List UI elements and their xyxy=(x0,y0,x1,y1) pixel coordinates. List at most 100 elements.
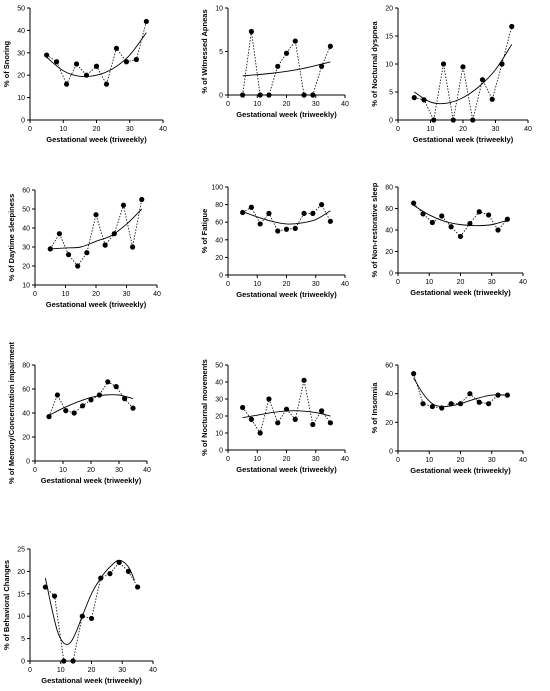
data-point xyxy=(266,92,272,98)
data-point xyxy=(54,59,60,65)
x-tick-label: 40 xyxy=(341,456,349,463)
series-dotted-line xyxy=(413,202,508,238)
x-tick-label: 30 xyxy=(126,126,134,133)
data-point xyxy=(476,399,482,405)
data-point xyxy=(421,97,427,103)
data-point xyxy=(467,391,473,397)
x-tick-label: 10 xyxy=(62,291,70,298)
y-tick-label: 60 xyxy=(385,206,393,213)
data-point xyxy=(275,420,281,426)
y-tick-label: 30 xyxy=(17,50,25,57)
x-tick-label: 10 xyxy=(253,101,261,108)
x-tick-label: 20 xyxy=(87,467,95,474)
data-point xyxy=(431,117,437,123)
x-tick-label: 30 xyxy=(123,291,131,298)
x-tick-label: 30 xyxy=(312,456,320,463)
data-point xyxy=(319,408,325,414)
data-point xyxy=(509,23,515,30)
x-axis-label: Gestational week (triweekly) xyxy=(410,288,511,297)
y-tick-label: 0 xyxy=(21,659,25,666)
data-point xyxy=(266,396,272,402)
data-point xyxy=(450,117,456,123)
x-tick-label: 10 xyxy=(59,467,67,474)
fit-curve xyxy=(44,559,135,645)
data-point xyxy=(98,575,104,581)
x-tick-label: 30 xyxy=(312,101,320,108)
y-tick-label: 20 xyxy=(385,6,393,13)
y-tick-label: 20 xyxy=(22,435,30,442)
data-point xyxy=(301,377,307,383)
data-point xyxy=(439,405,445,411)
data-point xyxy=(105,379,111,385)
y-axis-label: % of Witnessed Apneas xyxy=(200,9,209,93)
x-tick-label: 20 xyxy=(283,456,291,463)
data-point xyxy=(327,420,333,426)
data-point xyxy=(61,658,67,664)
chart-panel-3: 0 10 20 30 40 0 5 10 15 20 Gestational week (triwe… xyxy=(370,6,532,145)
x-tick-label: 20 xyxy=(93,126,101,133)
x-tick-label: 10 xyxy=(425,457,433,464)
data-point xyxy=(44,52,50,58)
y-tick-label: 60 xyxy=(385,363,393,370)
data-point xyxy=(319,202,325,208)
x-tick-label: 10 xyxy=(253,281,261,288)
fit-curve xyxy=(242,210,331,225)
data-point xyxy=(96,392,102,398)
x-tick-label: 0 xyxy=(396,126,400,133)
x-tick-label: 0 xyxy=(28,667,32,674)
data-point xyxy=(56,231,63,237)
x-tick-label: 0 xyxy=(226,456,230,463)
y-tick-label: 40 xyxy=(22,411,30,418)
data-point xyxy=(107,571,113,577)
x-tick-label: 10 xyxy=(253,456,261,463)
y-tick-label: 15 xyxy=(17,591,25,598)
data-point xyxy=(476,209,482,215)
fit-curve xyxy=(413,204,508,227)
y-tick-label: 0 xyxy=(219,273,223,280)
x-tick-label: 20 xyxy=(92,291,100,298)
y-tick-label: 20 xyxy=(215,414,223,421)
data-point xyxy=(111,231,117,237)
data-point xyxy=(139,196,145,203)
y-tick-label: 0 xyxy=(21,118,25,125)
data-point xyxy=(411,371,417,377)
data-point xyxy=(248,204,254,210)
x-tick-label: 20 xyxy=(88,667,96,674)
data-point xyxy=(420,401,426,407)
x-tick-label: 0 xyxy=(226,281,230,288)
data-point xyxy=(80,403,86,409)
data-point xyxy=(504,216,510,222)
data-point xyxy=(470,117,476,123)
data-point xyxy=(130,244,136,250)
data-point xyxy=(467,220,473,227)
y-tick-label: 40 xyxy=(215,380,223,387)
x-tick-label: 30 xyxy=(488,279,496,286)
y-tick-label: 0 xyxy=(26,459,30,466)
data-point xyxy=(120,202,127,208)
data-point xyxy=(327,43,333,49)
data-point xyxy=(47,246,53,252)
chart-panel-1: 0 10 20 30 40 0 10 20 30 40 50 Gestational week (tr… xyxy=(2,6,167,145)
x-axis-label: Gestational week (triweekly) xyxy=(236,110,337,119)
data-point xyxy=(79,613,85,619)
x-tick-label: 20 xyxy=(457,457,465,464)
data-point xyxy=(411,200,417,206)
chart-panel-6: 0 10 20 30 40 0 20 40 60 80 Gestational week (triw… xyxy=(370,182,527,297)
y-tick-label: 0 xyxy=(389,271,393,278)
data-point xyxy=(42,584,48,590)
y-axis-label: % of Memory/Concentration impairment xyxy=(7,341,16,484)
y-axis-label: % of Nocturnal movements xyxy=(200,359,209,456)
data-point xyxy=(75,263,81,269)
data-point xyxy=(275,228,281,234)
data-point xyxy=(54,392,61,398)
y-tick-label: 10 xyxy=(22,283,30,290)
y-tick-label: 0 xyxy=(219,448,223,455)
data-point xyxy=(102,242,108,248)
data-point xyxy=(46,414,52,420)
data-point xyxy=(116,559,122,566)
y-tick-label: 100 xyxy=(211,185,223,192)
x-tick-label: 10 xyxy=(57,667,65,674)
data-point xyxy=(489,96,495,102)
x-tick-label: 10 xyxy=(427,126,435,133)
data-point xyxy=(310,92,316,98)
